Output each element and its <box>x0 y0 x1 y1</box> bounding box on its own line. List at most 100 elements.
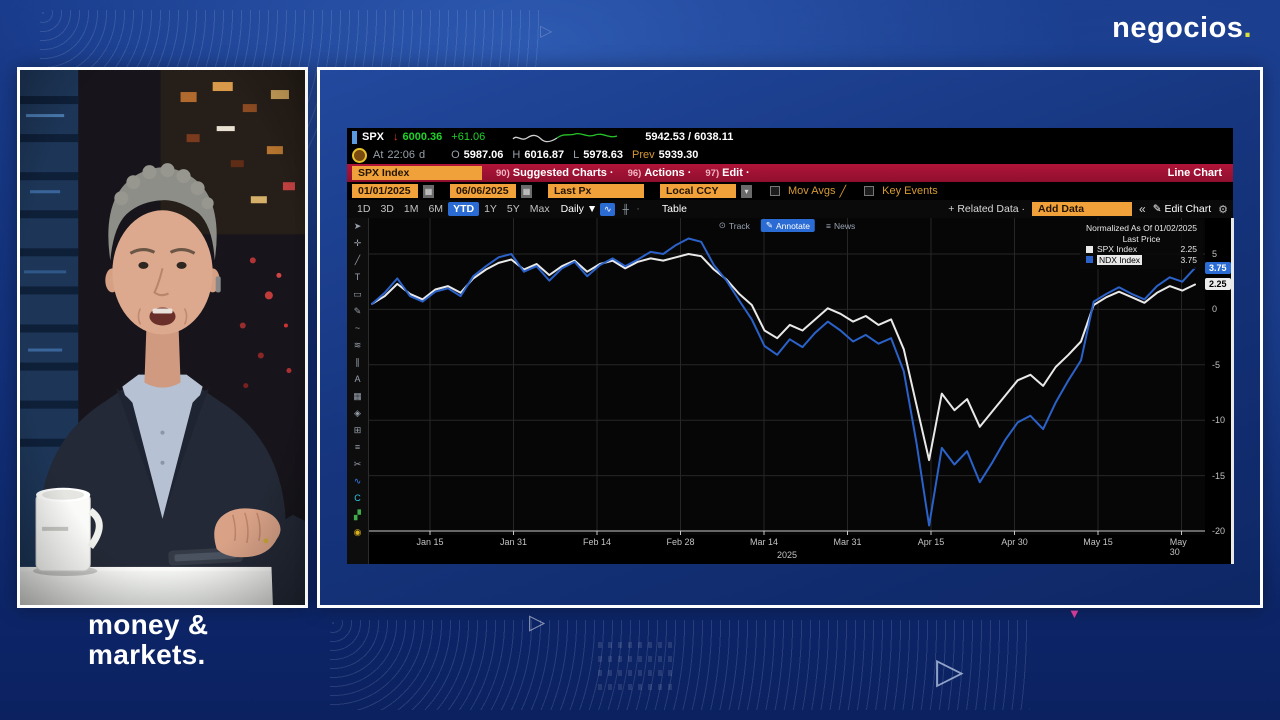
calendar-icon[interactable]: ▦ <box>521 184 532 198</box>
spx-last-price-badge: 2.25 <box>1205 278 1231 291</box>
menu-actions[interactable]: 96) Actions · <box>627 167 692 179</box>
menu-edit[interactable]: 97) Edit · <box>705 167 750 179</box>
faint-chevron: ▷ <box>540 23 553 40</box>
period-3d[interactable]: 3D <box>380 203 394 215</box>
x-tick-label: Mar 31 <box>833 537 862 547</box>
currency-select[interactable]: Local CCY <box>660 184 736 198</box>
period-1m[interactable]: 1M <box>403 203 419 215</box>
y-axis: 3.75 2.25 5 0 -5 -10 -15 -20 <box>1205 218 1233 536</box>
price-plot[interactable]: ⊙ Track ✎ Annotate ≡ News Normalized As Of … <box>369 218 1205 535</box>
controls-row: 01/01/2025 ▦ 06/06/2025 ▦ Last Px Local … <box>347 182 1233 200</box>
show-title-line1: money & <box>88 609 209 640</box>
period-toolbar: 1D 3D 1M 6M YTD 1Y 5Y Max Daily ▼ ∿ ╫ · … <box>347 200 1233 218</box>
news-icon: ≡ <box>825 220 831 231</box>
diamond-icon[interactable]: ◈ <box>354 408 361 418</box>
date-to-field[interactable]: 06/06/2025 <box>450 184 516 198</box>
period-6m[interactable]: 6M <box>428 203 444 215</box>
related-data-button[interactable]: + Related Data · <box>948 203 1026 215</box>
price-field-select[interactable]: Last Px <box>548 184 644 198</box>
annotate-button[interactable]: ✎ Annotate <box>760 219 815 232</box>
dropdown-caret-icon[interactable]: ▾ <box>741 184 752 198</box>
track-icon: ⊙ <box>718 220 726 230</box>
collapse-icon[interactable]: « <box>1139 202 1146 216</box>
mov-avgs-edit-icon[interactable]: ╱ <box>839 185 847 198</box>
pencil-icon[interactable]: ✎ <box>353 306 362 316</box>
text-annotation-icon[interactable]: T <box>354 272 361 282</box>
menu-suggested-charts[interactable]: 90) Suggested Charts · <box>496 167 614 179</box>
list-icon[interactable]: ≡ <box>354 442 361 452</box>
candlestick-style-icon[interactable]: ╫ <box>622 203 629 214</box>
y-tick-label: 0 <box>1212 304 1218 315</box>
line-chart-style-icon[interactable]: ∿ <box>600 202 616 216</box>
period-ytd[interactable]: YTD <box>448 202 480 216</box>
net-change: +61.06 <box>451 131 486 143</box>
fibonacci-icon[interactable]: ≋ <box>353 340 362 350</box>
pointer-icon[interactable]: ➤ <box>353 221 362 231</box>
grid-icon[interactable]: ▦ <box>353 391 362 401</box>
legend-ndx-name: NDX Index <box>1096 254 1143 265</box>
period-max[interactable]: Max <box>529 203 550 215</box>
period-5y[interactable]: 5Y <box>506 203 520 215</box>
wave-icon[interactable]: ~ <box>354 323 361 333</box>
key-events-label: Key Events <box>882 185 938 197</box>
cyan-c-icon[interactable]: C <box>354 493 361 503</box>
x-tick-label: May 30 <box>1169 537 1187 557</box>
x-tick-label: Apr 15 <box>917 537 945 547</box>
ohlc-row: At 22:06 d O 5987.06 H 6016.87 L 5978.63… <box>347 146 1233 164</box>
green-red-icon[interactable]: ▞ <box>354 510 361 520</box>
period-buttons: 1D 3D 1M 6M YTD 1Y 5Y Max <box>352 202 555 216</box>
play-triangle: ▷ <box>936 650 964 691</box>
period-1d[interactable]: 1D <box>357 203 371 215</box>
add-panel-icon[interactable]: ⊞ <box>353 425 362 435</box>
add-data-field[interactable]: Add Data <box>1032 202 1133 216</box>
channel-icon[interactable]: ∥ <box>355 357 360 367</box>
channel-logo: negocios. <box>1112 12 1252 44</box>
label-icon[interactable]: A <box>354 374 361 384</box>
menu-bar: SPX Index 90) Suggested Charts · 96) Actio… <box>347 164 1233 182</box>
x-tick-label: Feb 28 <box>666 537 695 547</box>
ndx-swatch <box>1085 256 1093 264</box>
legend-row-ndx[interactable]: NDX Index 3.75 <box>1085 254 1197 265</box>
yellow-dot-icon[interactable]: ◉ <box>353 527 362 537</box>
blue-wave-icon[interactable]: ∿ <box>353 476 362 486</box>
x-tick-label: Feb 14 <box>582 537 612 547</box>
chart-video-panel: SPX ↓ 6000.36 +61.06 5942.53 / 6038.11 A… <box>317 67 1263 608</box>
table-button[interactable]: Table <box>661 203 688 215</box>
edit-chart-button[interactable]: ✎ Edit Chart <box>1152 203 1212 215</box>
security-field[interactable]: SPX Index <box>352 166 482 180</box>
legend-row-spx[interactable]: SPX Index 2.25 <box>1085 244 1197 255</box>
date-from-field[interactable]: 01/01/2025 <box>352 184 418 198</box>
spx-swatch <box>1085 245 1093 253</box>
chart-zone: ➤ ✛ ╱ T ▭ ✎ ~ ≋ ∥ A ▦ ◈ ⊞ ≡ ✂ ∿ C ▞ ◉ ⊙ Track ✎ Annotate ≡ Ne… <box>347 218 1233 564</box>
mov-avgs-checkbox[interactable] <box>770 186 780 196</box>
quote-time: 22:06 <box>387 149 415 161</box>
trendline-icon[interactable]: ╱ <box>354 255 361 265</box>
period-1y[interactable]: 1Y <box>484 203 497 215</box>
settings-gear-icon[interactable]: ⚙ <box>1218 203 1228 216</box>
calendar-icon[interactable]: ▦ <box>423 184 434 198</box>
rectangle-icon[interactable]: ▭ <box>353 289 362 299</box>
logo-dot: . <box>1243 12 1252 44</box>
plot-mode-buttons: ⊙ Track ✎ Annotate ≡ News <box>714 219 860 232</box>
intraday-sparkline <box>512 132 618 142</box>
scissors-icon[interactable]: ✂ <box>353 459 362 469</box>
y-tick-label: -15 <box>1212 470 1226 481</box>
security-marker <box>352 130 357 144</box>
watermark-glyph-row <box>598 642 676 648</box>
legend-spx-value: 2.25 <box>1180 244 1197 254</box>
watermark-glyph-row <box>598 656 676 662</box>
x-tick-label: Apr 30 <box>1001 537 1028 547</box>
track-button[interactable]: ⊙ Track <box>718 220 750 231</box>
y-tick-label: 5 <box>1212 249 1218 259</box>
chart-type-label: Line Chart <box>1167 167 1222 179</box>
chevron-outline-triangle: ▷ <box>529 611 546 634</box>
crosshair-icon[interactable]: ✛ <box>353 238 362 248</box>
low-label: L <box>573 149 580 161</box>
legend-ndx-value: 3.75 <box>1180 254 1197 265</box>
key-events-checkbox[interactable] <box>864 186 875 196</box>
frequency-select[interactable]: Daily ▼ <box>560 203 598 215</box>
legend-subtitle: Last Price <box>1122 233 1161 244</box>
news-button[interactable]: ≡ News <box>825 220 856 231</box>
at-label: At <box>373 149 384 161</box>
magenta-triangle: ▼ <box>1068 606 1081 621</box>
